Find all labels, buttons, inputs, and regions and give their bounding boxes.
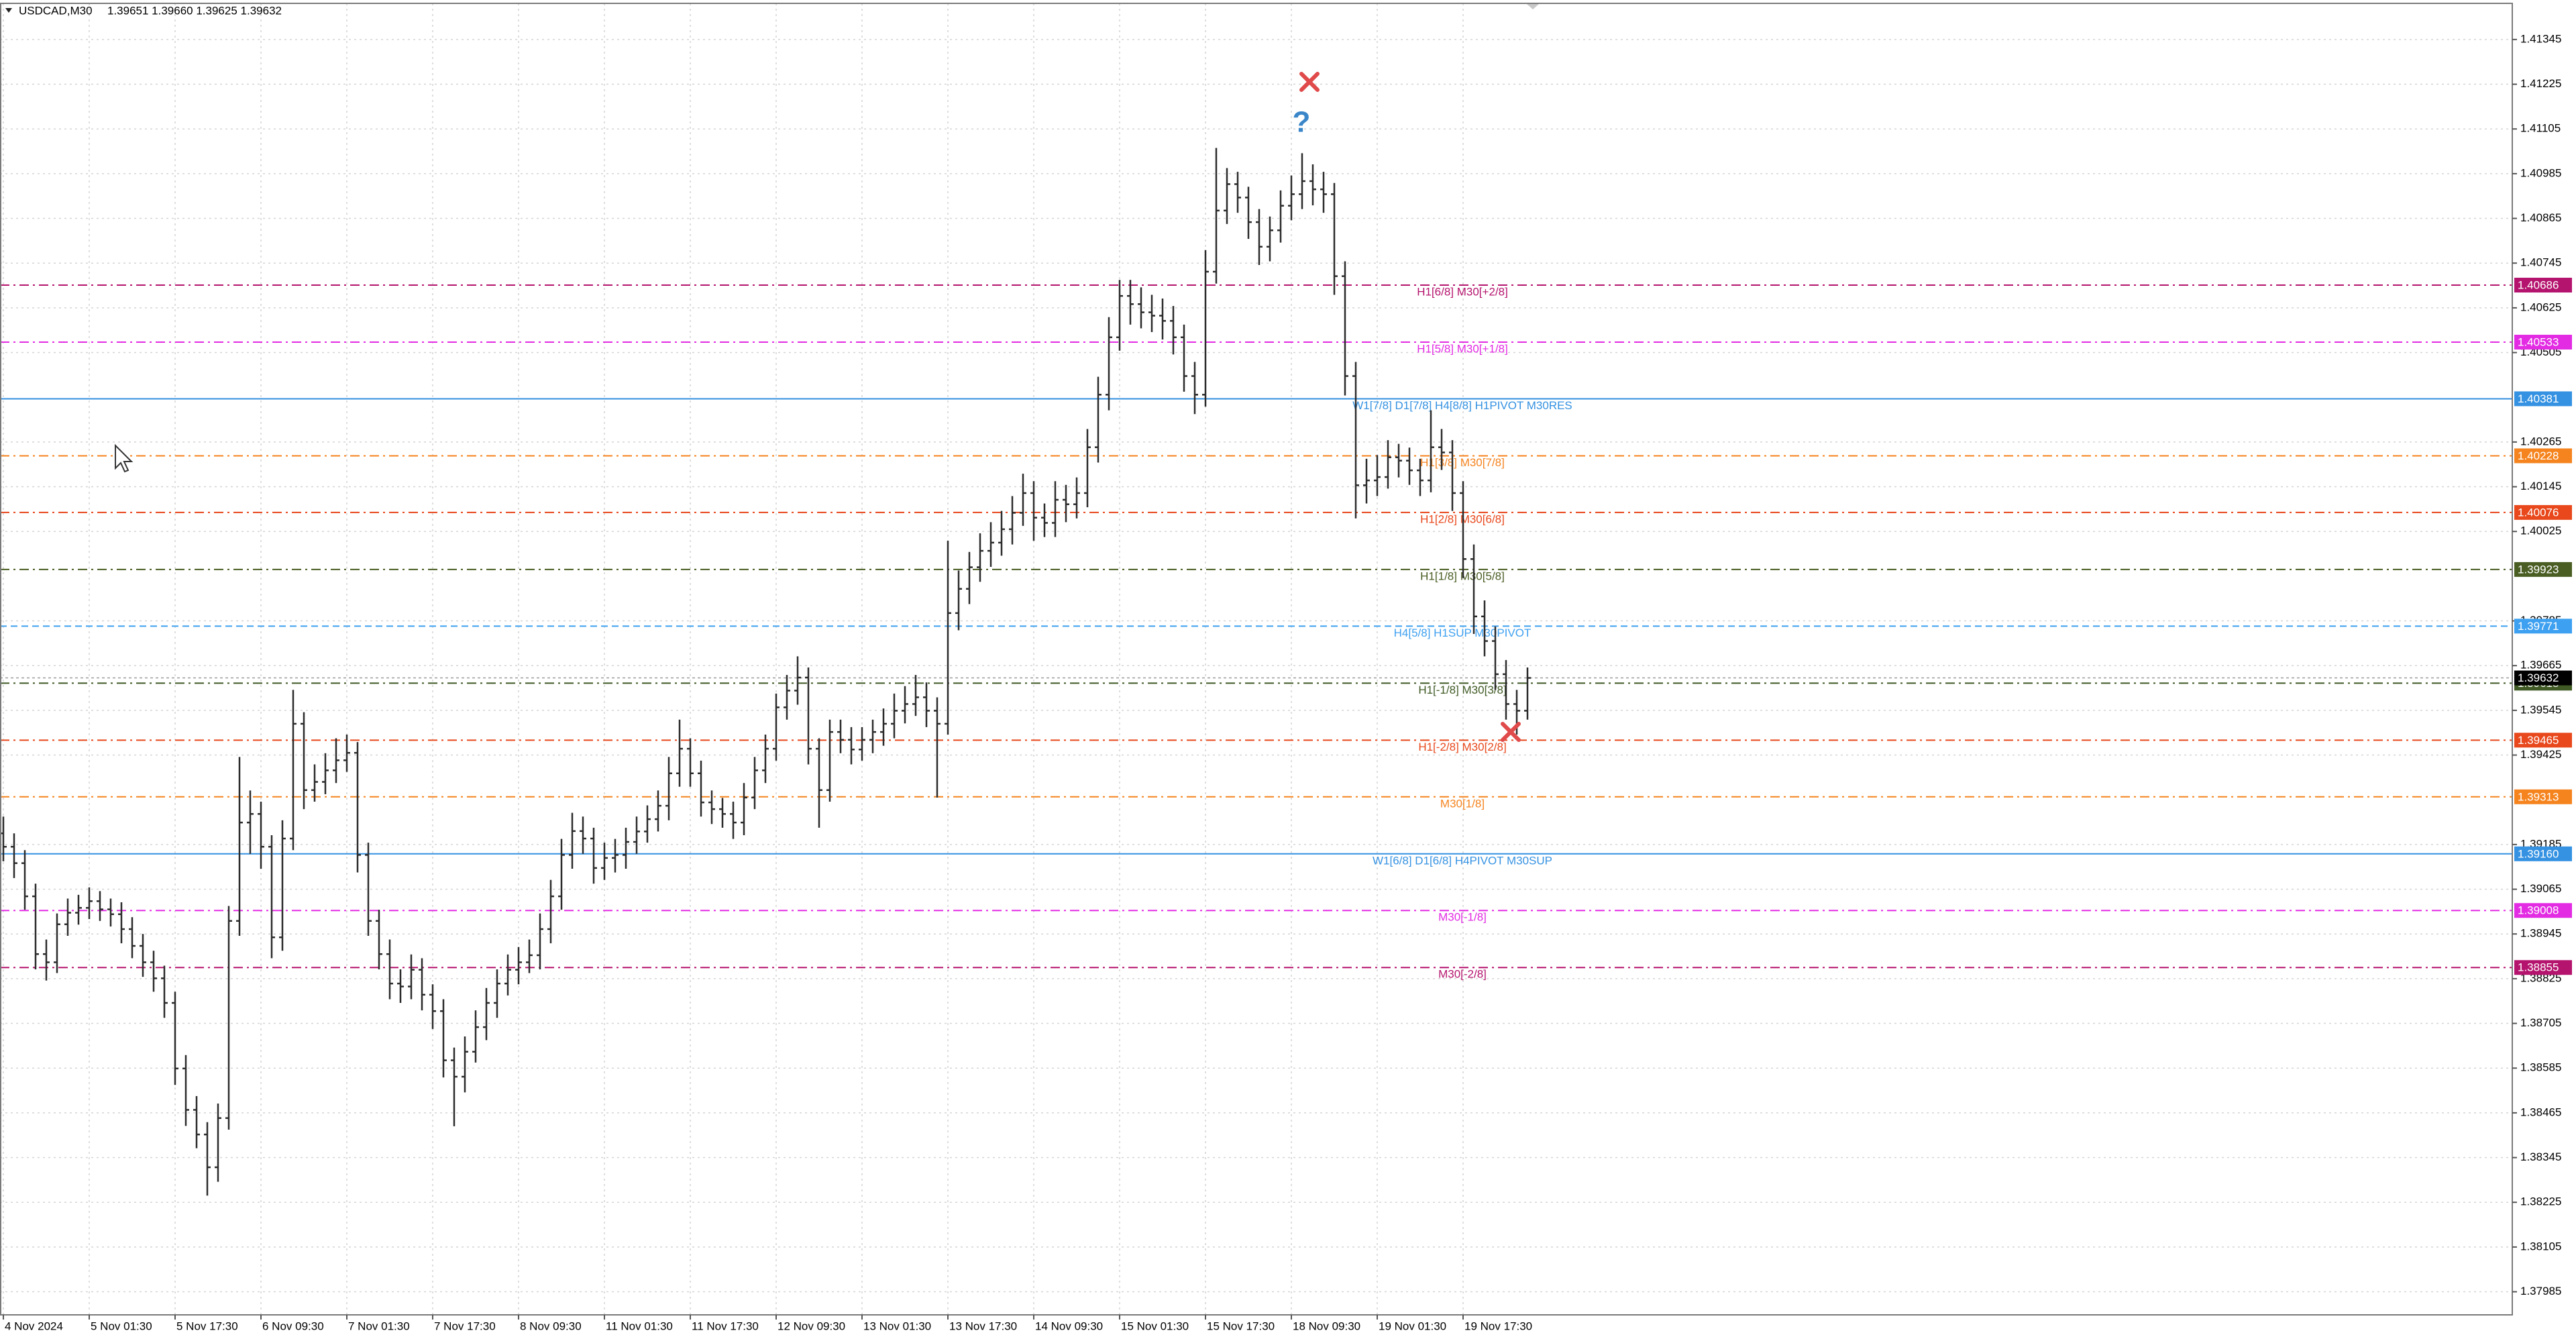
y-tick-label: 1.40625 <box>2520 301 2561 313</box>
price-box-label: 1.39313 <box>2518 790 2559 803</box>
y-tick-label: 1.39665 <box>2520 659 2561 672</box>
price-box-label: 1.39632 <box>2518 672 2559 684</box>
price-box <box>2514 789 2572 804</box>
level-label: M30[-2/8] <box>1438 968 1487 981</box>
price-box <box>2514 619 2572 634</box>
x-tick-label: 7 Nov 01:30 <box>348 1320 410 1332</box>
x-tick-label: 19 Nov 01:30 <box>1379 1320 1446 1332</box>
x-tick-label: 13 Nov 01:30 <box>863 1320 931 1332</box>
price-box <box>2514 846 2572 861</box>
price-box <box>2514 391 2572 407</box>
level-label: H1[5/8] M30[+1/8] <box>1417 342 1508 355</box>
level-label: W1[7/8] D1[7/8] H4[8/8] H1PIVOT M30RES <box>1352 399 1572 412</box>
quote: 1.39651 1.39660 1.39625 1.39632 <box>107 4 282 17</box>
level-label: H1[6/8] M30[+2/8] <box>1417 285 1508 298</box>
price-box <box>2514 278 2572 292</box>
y-tick-label: 1.40025 <box>2520 525 2561 537</box>
plot-border <box>0 3 2513 1316</box>
y-tick-label: 1.39065 <box>2520 882 2561 895</box>
cross-stroke <box>1501 722 1521 742</box>
x-tick-label: 14 Nov 09:30 <box>1035 1320 1103 1332</box>
x-tick-label: 18 Nov 09:30 <box>1293 1320 1360 1332</box>
price-box <box>2514 733 2572 748</box>
levels: H1[6/8] M30[+2/8] H1[5/8] M30[+1/8] W1[7/8… <box>0 284 2512 981</box>
y-tick-label: 1.38465 <box>2520 1106 2561 1118</box>
y-tick-label: 1.41345 <box>2520 32 2561 45</box>
x-tick-label: 19 Nov 17:30 <box>1464 1320 1532 1332</box>
y-tick-label: 1.40265 <box>2520 435 2561 447</box>
menu-triangle[interactable] <box>5 8 12 13</box>
price-box <box>2514 504 2572 520</box>
level-label: H1[3/8] M30[7/8] <box>1420 456 1505 469</box>
x-tick-label: 5 Nov 17:30 <box>176 1320 238 1332</box>
y-tick-label: 1.40145 <box>2520 480 2561 492</box>
price-box-label: 1.38855 <box>2518 961 2559 974</box>
price-box-label: 1.39008 <box>2518 904 2559 917</box>
price-box-label: 1.39923 <box>2518 563 2559 576</box>
y-tick-label: 1.38345 <box>2520 1150 2561 1163</box>
x-tick-label: 11 Nov 01:30 <box>606 1320 673 1332</box>
y-tick-label: 1.38585 <box>2520 1061 2561 1074</box>
level-label: H1[-1/8] M30[3/8] <box>1418 684 1506 696</box>
price-box <box>2514 561 2572 577</box>
price-box-label: 1.40533 <box>2518 335 2559 348</box>
x-tick-label: 6 Nov 09:30 <box>262 1320 324 1332</box>
cross-stroke <box>1299 72 1320 92</box>
y-tick-label: 1.38705 <box>2520 1016 2561 1029</box>
time-axis: 4 Nov 2024 5 Nov 01:30 5 Nov 17:30 6 Nov 09… <box>3 1315 1532 1332</box>
grid <box>0 3 2512 1315</box>
price-box-label: 1.40686 <box>2518 278 2559 291</box>
price-box <box>2514 335 2572 350</box>
price-box-label: 1.40076 <box>2518 506 2559 519</box>
y-tick-label: 1.38105 <box>2520 1240 2561 1252</box>
price-axis: 1.41345 1.41225 1.41105 1.40985 1.40865 1.407… <box>2512 32 2572 1297</box>
price-box-label: 1.40381 <box>2518 392 2559 405</box>
y-tick-label: 1.41105 <box>2520 122 2561 135</box>
y-tick-label: 1.41225 <box>2520 77 2561 90</box>
price-box <box>2514 960 2572 975</box>
sell-cross <box>1299 72 1320 92</box>
x-tick-label: 8 Nov 09:30 <box>520 1320 582 1332</box>
symbol: USDCAD,M30 <box>19 4 93 17</box>
price-box-label: 1.39160 <box>2518 847 2559 860</box>
level-label: M30[1/8] <box>1440 797 1485 810</box>
x-tick-label: 4 Nov 2024 <box>5 1320 63 1332</box>
y-tick-label: 1.40865 <box>2520 211 2561 224</box>
y-tick-label: 1.38945 <box>2520 927 2561 940</box>
price-box <box>2514 670 2572 686</box>
y-tick-label: 1.40985 <box>2520 166 2561 179</box>
level-label: H4[5/8] H1SUP M30PIVOT <box>1394 627 1532 639</box>
price-bars <box>0 148 1531 1196</box>
x-tick-label: 13 Nov 17:30 <box>949 1320 1017 1332</box>
question-mark-icon: ? <box>1293 106 1311 139</box>
buy-cross <box>1501 722 1521 742</box>
mouse-cursor <box>115 443 133 473</box>
price-box-label: 1.39771 <box>2518 620 2559 633</box>
x-tick-label: 11 Nov 17:30 <box>692 1320 759 1332</box>
level-label: H1[-2/8] M30[2/8] <box>1418 741 1506 753</box>
y-tick-label: 1.37985 <box>2520 1285 2561 1297</box>
x-tick-label: 12 Nov 09:30 <box>777 1320 845 1332</box>
y-tick-label: 1.39545 <box>2520 703 2561 716</box>
level-label: M30[-1/8] <box>1438 911 1487 924</box>
price-box-label: 1.39465 <box>2518 734 2559 747</box>
x-tick-label: 15 Nov 01:30 <box>1121 1320 1189 1332</box>
x-tick-label: 15 Nov 17:30 <box>1207 1320 1275 1332</box>
x-tick-label: 5 Nov 01:30 <box>91 1320 152 1332</box>
price-box <box>2514 903 2572 918</box>
price-box-label: 1.40228 <box>2518 449 2559 462</box>
x-tick-label: 7 Nov 17:30 <box>434 1320 496 1332</box>
level-label: W1[6/8] D1[6/8] H4PIVOT M30SUP <box>1373 854 1552 867</box>
y-tick-label: 1.40745 <box>2520 256 2561 269</box>
y-tick-label: 1.39425 <box>2520 748 2561 761</box>
price-box <box>2514 448 2572 464</box>
y-tick-label: 1.38225 <box>2520 1195 2561 1208</box>
shift-marker[interactable] <box>1527 4 1539 9</box>
